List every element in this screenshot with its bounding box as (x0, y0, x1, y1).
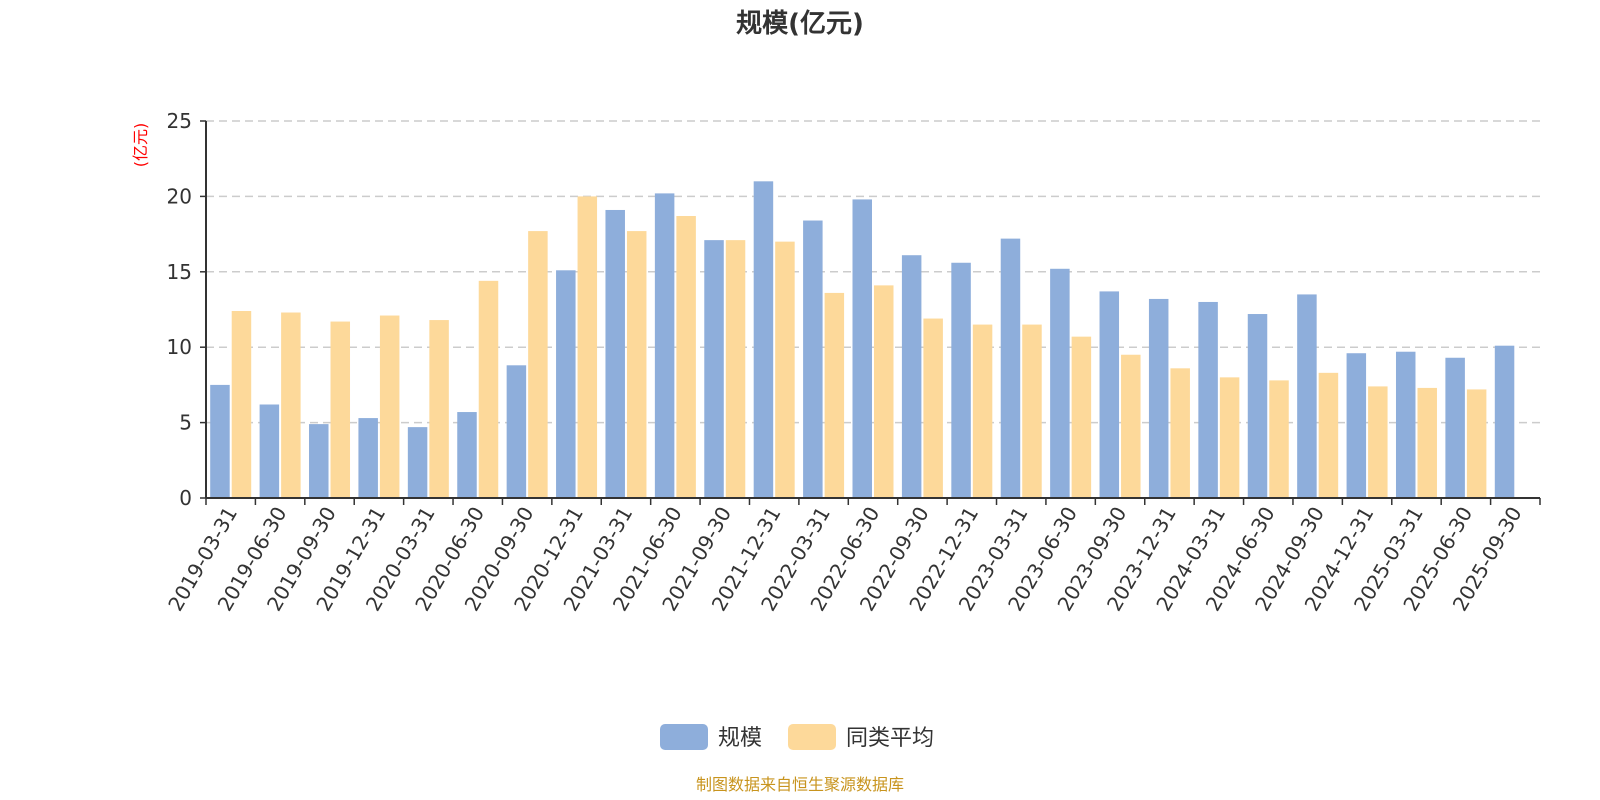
bar-peer-average[interactable] (379, 315, 400, 498)
bar-scale[interactable] (1050, 268, 1070, 498)
y-tick-label: 5 (179, 411, 192, 435)
bar-peer-average[interactable] (626, 231, 647, 499)
bars (210, 181, 1515, 499)
bar-scale[interactable] (506, 365, 527, 498)
bar-peer-average[interactable] (1269, 380, 1289, 498)
bar-peer-average[interactable] (775, 241, 795, 498)
bar-scale[interactable] (654, 193, 675, 498)
bar-peer-average[interactable] (923, 318, 943, 498)
y-tick-labels: 0 5 10 15 20 25 (167, 109, 192, 510)
bar-peer-average[interactable] (1318, 372, 1339, 498)
bar-scale[interactable] (309, 424, 329, 498)
chart-title: 规模(亿元) (736, 9, 864, 39)
bar-scale[interactable] (1000, 238, 1021, 498)
legend-item-scale[interactable]: 规模 (660, 724, 762, 751)
y-axis-unit-label: (亿元) (131, 123, 150, 168)
bar-peer-average[interactable] (1022, 324, 1042, 498)
bar-peer-average[interactable] (1170, 368, 1190, 498)
bar-scale[interactable] (407, 427, 428, 498)
bar-scale[interactable] (704, 240, 724, 498)
legend-swatch-peer-average (788, 724, 836, 750)
bar-scale[interactable] (605, 209, 625, 499)
bar-scale[interactable] (753, 181, 774, 498)
legend: 规模 同类平均 (660, 724, 934, 751)
bar-scale[interactable] (1395, 351, 1416, 498)
legend-item-peer-average[interactable]: 同类平均 (788, 724, 934, 751)
bar-peer-average[interactable] (577, 196, 598, 498)
bar-scale[interactable] (457, 412, 477, 498)
bar-scale[interactable] (210, 384, 230, 498)
bar-peer-average[interactable] (824, 292, 845, 498)
bar-peer-average[interactable] (1466, 389, 1487, 498)
y-tick-label: 0 (179, 486, 192, 510)
y-tick-label: 10 (167, 335, 192, 359)
bar-scale[interactable] (1247, 314, 1268, 498)
bar-peer-average[interactable] (676, 216, 696, 498)
bar-scale[interactable] (358, 418, 378, 498)
bar-peer-average[interactable] (281, 312, 301, 498)
bar-peer-average[interactable] (528, 231, 548, 499)
grid-lines (206, 120, 1540, 424)
bar-scale[interactable] (1198, 301, 1218, 498)
legend-swatch-scale (660, 724, 708, 750)
bar-scale[interactable] (852, 199, 873, 498)
bar-scale[interactable] (1445, 357, 1465, 498)
y-tick-label: 20 (167, 184, 192, 208)
bar-scale[interactable] (1297, 294, 1317, 498)
bar-peer-average[interactable] (1121, 354, 1141, 498)
bar-scale[interactable] (951, 262, 971, 498)
bar-peer-average[interactable] (429, 320, 449, 498)
legend-label-peer-average: 同类平均 (846, 726, 934, 751)
bar-peer-average[interactable] (231, 311, 252, 498)
bar-scale[interactable] (259, 404, 280, 498)
bar-peer-average[interactable] (725, 240, 746, 498)
bar-peer-average[interactable] (1219, 377, 1240, 498)
bar-peer-average[interactable] (478, 280, 499, 498)
bar-peer-average[interactable] (1071, 336, 1092, 498)
bar-peer-average[interactable] (874, 285, 894, 498)
bar-scale[interactable] (1099, 291, 1120, 498)
y-tick-label: 25 (167, 109, 192, 133)
data-source-note: 制图数据来自恒生聚源数据库 (696, 775, 904, 794)
legend-label-scale: 规模 (718, 726, 762, 751)
bar-peer-average[interactable] (1417, 387, 1437, 498)
bar-scale[interactable] (1346, 353, 1367, 498)
bar-scale[interactable] (901, 255, 922, 498)
bar-scale[interactable] (1494, 345, 1515, 498)
bar-peer-average[interactable] (330, 321, 351, 498)
x-tick-labels: 2019-03-312019-06-302019-09-302019-12-31… (163, 503, 1526, 616)
bar-peer-average[interactable] (972, 324, 993, 498)
y-tick-label: 15 (167, 260, 192, 284)
bar-scale[interactable] (556, 270, 576, 498)
bar-peer-average[interactable] (1368, 386, 1388, 498)
bar-scale[interactable] (803, 220, 823, 498)
axes (200, 120, 1541, 505)
bar-scale[interactable] (1148, 298, 1169, 498)
